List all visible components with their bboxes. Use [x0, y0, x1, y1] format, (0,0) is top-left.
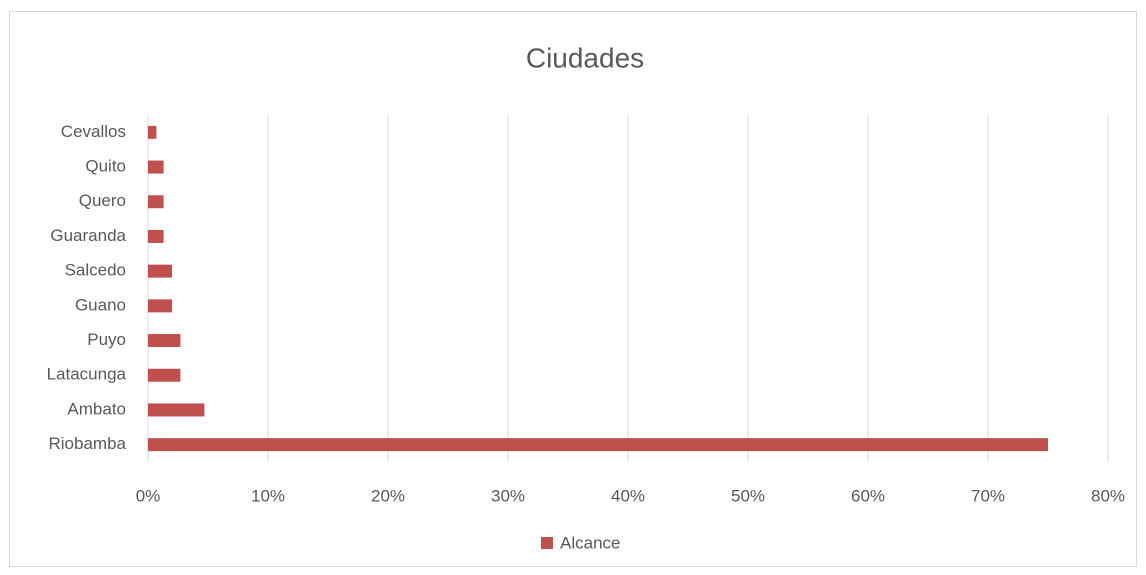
bar — [148, 125, 157, 139]
x-tick-label: 60% — [851, 486, 885, 505]
x-tick-label: 70% — [971, 486, 1005, 505]
x-tick-label: 20% — [371, 486, 405, 505]
y-tick-label: Ambato — [67, 399, 126, 418]
x-tick-label: 80% — [1091, 486, 1125, 505]
x-tick-label: 0% — [136, 486, 161, 505]
y-tick-label: Guano — [75, 295, 126, 314]
y-tick-label: Cevallos — [61, 122, 126, 141]
legend-swatch — [541, 537, 553, 549]
bar — [148, 438, 1048, 452]
bar — [148, 195, 164, 209]
bar — [148, 403, 205, 417]
legend-label: Alcance — [560, 533, 620, 552]
y-tick-label: Riobamba — [49, 434, 127, 453]
y-tick-label: Latacunga — [47, 365, 127, 384]
y-tick-label: Quito — [85, 157, 126, 176]
bar — [148, 160, 164, 174]
x-tick-label: 10% — [251, 486, 285, 505]
bar — [148, 229, 164, 243]
chart-border — [9, 11, 1137, 567]
chart-title: Ciudades — [526, 42, 644, 73]
x-tick-label: 40% — [611, 486, 645, 505]
bar — [148, 299, 172, 313]
bar — [148, 264, 172, 278]
bar — [148, 334, 181, 348]
y-tick-label: Quero — [79, 191, 126, 210]
x-tick-label: 50% — [731, 486, 765, 505]
bar — [148, 368, 181, 382]
y-tick-label: Salcedo — [65, 261, 126, 280]
y-tick-label: Guaranda — [50, 226, 126, 245]
x-tick-label: 30% — [491, 486, 525, 505]
y-tick-label: Puyo — [87, 330, 126, 349]
